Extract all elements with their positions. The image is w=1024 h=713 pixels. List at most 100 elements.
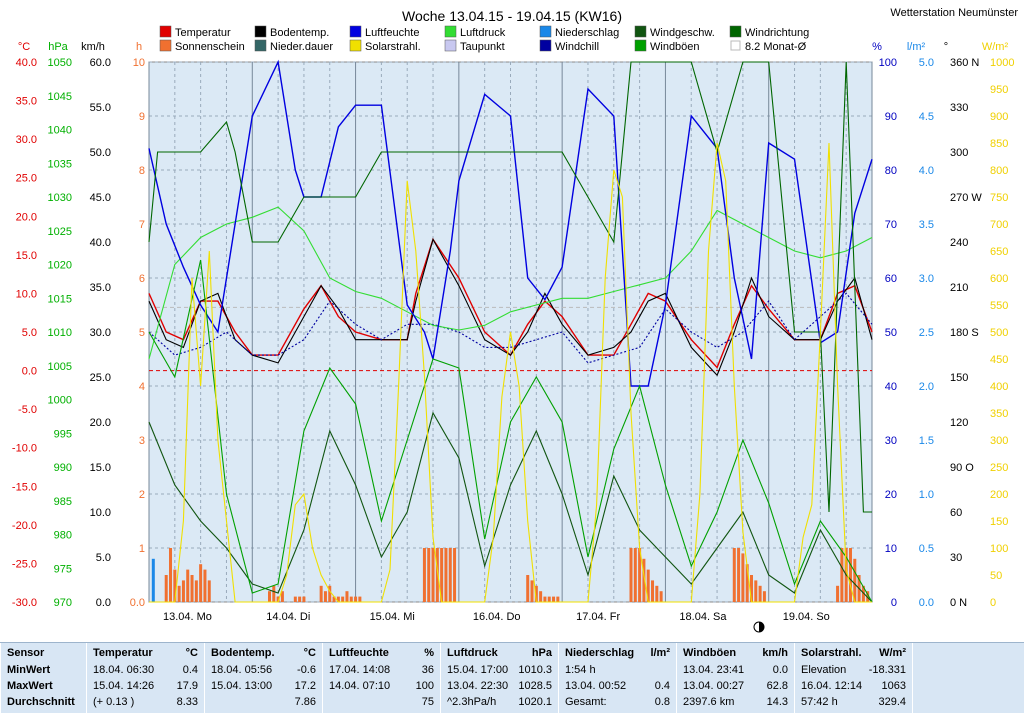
axis-unit-temp: °C [18, 41, 30, 53]
x-day-label: 17.04. Fr [576, 611, 620, 623]
bar-Sonnenschein [848, 548, 852, 602]
cell: 14.04. 07:10 [329, 680, 391, 692]
axis-unit-press: hPa [48, 41, 68, 53]
col-header: Solarstrahl. [801, 647, 862, 659]
axis-tick-solar: 350 [990, 408, 1008, 420]
axis-tick-press: 980 [54, 530, 72, 542]
axis-tick-rain: 5.0 [919, 57, 934, 69]
x-day-label: 16.04. Do [473, 611, 521, 623]
bar-Sonnenschein [276, 596, 280, 602]
axis-tick-hours: 9 [139, 111, 145, 123]
axis-tick-wind: 55.0 [90, 102, 111, 114]
bar-Sonnenschein [836, 585, 840, 602]
bar-Sonnenschein [547, 596, 551, 602]
legend-item: Luftfeuchte [349, 25, 419, 39]
cell: 36 [421, 664, 434, 676]
col-unit: km/h [762, 647, 788, 659]
bar-Sonnenschein [646, 569, 650, 602]
axis-tick-hum: 40 [885, 381, 897, 393]
axis-tick-temp: -10.0 [12, 443, 37, 455]
axis-tick-wind: 10.0 [90, 507, 111, 519]
legend-item: Solarstrahl. [349, 39, 421, 53]
axis-tick-rain: 4.0 [919, 165, 934, 177]
cell: 18.04. 05:56 [211, 664, 273, 676]
axis-tick-solar: 800 [990, 165, 1008, 177]
legend-label: Bodentemp. [270, 27, 329, 39]
col-unit: hPa [531, 647, 552, 659]
axis-tick-hum: 90 [885, 111, 897, 123]
axis-tick-wind: 60.0 [90, 57, 111, 69]
axis-tick-temp: 25.0 [16, 173, 37, 185]
axis-tick-wind: 20.0 [90, 417, 111, 429]
axis-tick-solar: 250 [990, 462, 1008, 474]
legend: Temperatur Bodentemp. Luftfeuchte Luftdruck… [159, 25, 809, 53]
bar-Sonnenschein [737, 548, 741, 602]
cell: 75 [421, 696, 434, 708]
bar-Sonnenschein [173, 569, 177, 602]
axis-tick-solar: 750 [990, 192, 1008, 204]
bar-Sonnenschein [741, 553, 745, 602]
axis-tick-hum: 80 [885, 165, 897, 177]
bar-Sonnenschein [293, 596, 297, 602]
bar-Sonnenschein [336, 596, 340, 602]
axis-tick-hum: 60 [885, 273, 897, 285]
axis-tick-hum: 30 [885, 435, 897, 447]
axis-tick-press: 1020 [48, 260, 72, 272]
cell: 15.04. 17:00 [447, 664, 509, 676]
axis-tick-solar: 50 [990, 570, 1002, 582]
col-header: Bodentemp. [211, 647, 275, 659]
bar-Sonnenschein [530, 580, 534, 602]
legend-label: Windchill [555, 41, 599, 53]
bar-Sonnenschein [177, 585, 181, 602]
bar-Sonnenschein [203, 569, 207, 602]
x-axis-labels: 13.04. Mo 14.04. Di 15.04. Mi 16.04. Do 17.0… [163, 611, 830, 623]
bar-Sonnenschein [164, 575, 168, 602]
axis-tick-press: 1045 [48, 91, 72, 103]
bar-Sonnenschein [186, 569, 190, 602]
bar-Sonnenschein [332, 596, 336, 602]
axis-tick-temp: -5.0 [18, 404, 37, 416]
axis-tick-wind: 45.0 [90, 192, 111, 204]
stats-header: Sensor [7, 647, 45, 659]
cell: 1020.1 [518, 696, 552, 708]
legend-label: Windböen [650, 41, 700, 53]
stats-col-solar: Solarstrahl. W/m² Elevation -18.331 16.04.… [794, 643, 912, 713]
axis-tick-hum: 50 [885, 327, 897, 339]
bar-Sonnenschein [651, 580, 655, 602]
bar-Sonnenschein [754, 580, 758, 602]
axis-tick-rain: 4.5 [919, 111, 934, 123]
line-Luftdruck [148, 206, 873, 360]
bar-Sonnenschein [422, 548, 426, 602]
legend-item: Windchill [539, 39, 599, 53]
col-unit: % [424, 647, 434, 659]
legend-swatch [539, 39, 552, 52]
axis-tick-press: 970 [54, 597, 72, 609]
stats-col-sensor: Sensor MinWert MaxWert Durchschnitt [0, 643, 86, 713]
cell: 17.9 [176, 680, 198, 692]
cell: 8.33 [176, 696, 198, 708]
axis-tick-dir: 0 N [950, 597, 967, 609]
bar-Sonnenschein [745, 564, 749, 602]
legend-label: Temperatur [175, 27, 231, 39]
cell: 1010.3 [518, 664, 552, 676]
bar-Sonnenschein [642, 558, 646, 602]
bar-Sonnenschein [633, 548, 637, 602]
legend-item: Luftdruck [444, 25, 506, 39]
cell: 16.04. 12:14 [801, 680, 863, 692]
row-label-avg: Durchschnitt [7, 696, 75, 708]
legend-item: Windrichtung [729, 25, 809, 39]
bar-Sonnenschein [762, 591, 766, 602]
col-unit: °C [185, 647, 198, 659]
cell: 17.2 [294, 680, 316, 692]
legend-swatch [159, 25, 172, 38]
axis-tick-temp: 10.0 [16, 288, 37, 300]
axis-tick-press: 1035 [48, 158, 72, 170]
cell: -18.331 [868, 664, 906, 676]
bar-Sonnenschein [861, 585, 865, 602]
bar-Sonnenschein [358, 596, 362, 602]
axis-tick-rain: 0.5 [919, 543, 934, 555]
axis-tick-solar: 300 [990, 435, 1008, 447]
axis-unit-hum: % [872, 41, 882, 53]
bar-Sonnenschein [181, 580, 185, 602]
cell: 100 [415, 680, 434, 692]
